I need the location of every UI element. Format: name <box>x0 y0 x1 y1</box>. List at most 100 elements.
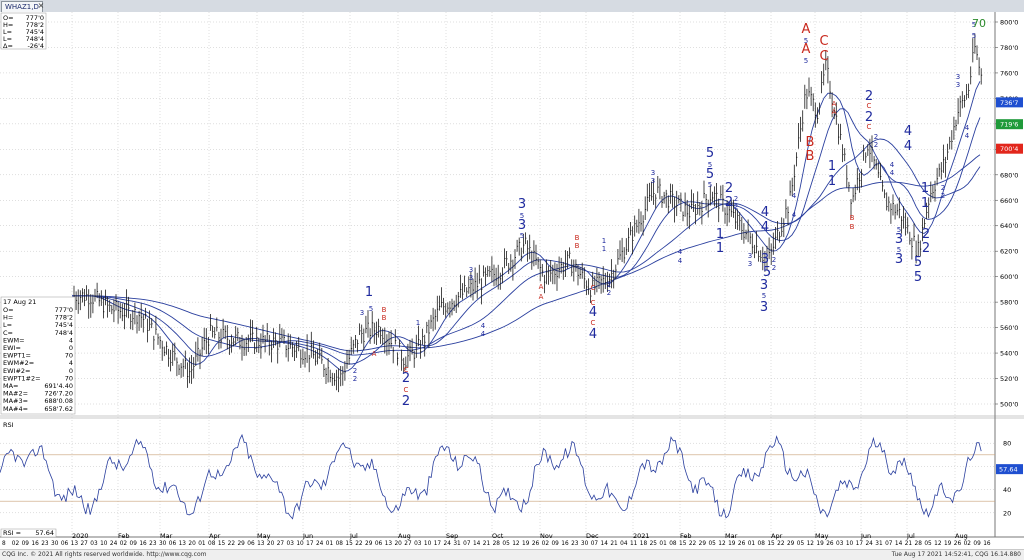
time-day-label: 17 <box>306 541 314 547</box>
price-tick-label: 580'0 <box>1000 299 1018 307</box>
elliott-wave-label: 4 <box>589 305 597 320</box>
data-box-value: 4 <box>69 359 73 367</box>
time-month-label: Feb <box>118 532 130 540</box>
price-tick-label: 640'0 <box>1000 222 1018 230</box>
elliott-wave-label: 4 <box>890 161 895 169</box>
elliott-wave-label: 2 <box>941 192 945 200</box>
elliott-wave-label: 1 <box>921 196 929 211</box>
elliott-wave-label: 3 <box>469 274 473 282</box>
data-box-label: EWI= <box>3 344 21 352</box>
data-box-value: 658'7.62 <box>44 405 73 413</box>
elliott-wave-label: 1 <box>602 245 606 253</box>
time-day-label: 08 <box>758 541 766 547</box>
time-day-label: 21 <box>610 541 618 547</box>
status-bar: CQG Inc. © 2021 All rights reserved worl… <box>0 549 1024 560</box>
rsi-pane <box>0 433 982 520</box>
elliott-wave-label: 3 <box>748 252 752 260</box>
time-month-label: May <box>257 532 271 540</box>
elliott-wave-label: 3 <box>956 73 960 81</box>
elliott-wave-label: 2 <box>725 195 733 210</box>
time-day-label: 08 <box>208 541 216 547</box>
elliott-wave-label: 2 <box>941 184 945 192</box>
time-day-label: 30 <box>159 541 167 547</box>
header-label: Δ= <box>3 42 13 50</box>
elliott-wave-label: C <box>819 49 828 64</box>
time-month-label: Apr <box>209 532 221 540</box>
elliott-wave-label: 4 <box>792 211 797 219</box>
elliott-wave-label: 5 <box>762 292 766 300</box>
time-day-label: 13 <box>257 541 265 547</box>
time-day-label: 22 <box>777 541 785 547</box>
elliott-wave-label: 5 <box>897 226 901 234</box>
time-day-label: 03 <box>90 541 98 547</box>
data-box-value: 748'4 <box>55 329 73 337</box>
data-box-label: EWPT1= <box>3 352 31 360</box>
pane-separator[interactable] <box>0 415 1024 419</box>
time-month-label: 2020 <box>72 532 89 540</box>
rsi-title: RSI <box>3 421 14 429</box>
time-month-label: Aug <box>955 532 968 540</box>
grid-lines <box>0 12 995 537</box>
time-day-label: 02 <box>542 541 550 547</box>
elliott-wave-label: C <box>819 34 828 49</box>
elliott-wave-label: 2 <box>772 264 776 272</box>
elliott-wave-label: 3 <box>518 218 526 233</box>
elliott-wave-label: 4 <box>890 169 895 177</box>
elliott-wave-label: B <box>382 314 387 322</box>
price-tick-label: 520'0 <box>1000 375 1018 383</box>
time-day-label: 21 <box>483 541 491 547</box>
data-box-label: EWPT1#2= <box>3 374 41 382</box>
data-box-value: 4 <box>69 336 73 344</box>
time-day-label: 05 <box>708 541 716 547</box>
data-box-value: 777'0 <box>55 306 73 314</box>
time-axis[interactable]: 8 02 09 16 23 30 06 13 27 03 10 24 02 09 16 23 30 06 13 20 0… <box>2 532 991 547</box>
data-box-value: 0 <box>69 344 73 352</box>
price-tick-label: 620'0 <box>1000 248 1018 256</box>
time-day-label: 07 <box>591 541 599 547</box>
time-day-label: 19 <box>816 541 824 547</box>
elliott-wave-label: 4 <box>481 330 486 338</box>
time-day-label: 03 <box>836 541 844 547</box>
time-day-label: 15 <box>767 541 775 547</box>
price-tick-label: 660'0 <box>1000 197 1018 205</box>
time-day-label: 12 <box>512 541 520 547</box>
data-box-label: MA#3= <box>3 397 28 405</box>
time-day-label: 8 <box>2 541 6 547</box>
time-day-label: 01 <box>748 541 756 547</box>
data-box-value: 745'4 <box>55 321 73 329</box>
elliott-wave-label: 5 <box>914 255 922 270</box>
time-month-label: Aug <box>398 532 411 540</box>
elliott-wave-label: 5 <box>520 232 524 240</box>
elliott-wave-label: 3 <box>760 278 768 293</box>
time-day-label: 17 <box>856 541 864 547</box>
data-box-label: EWI#2= <box>3 367 30 375</box>
tab-close-icon[interactable]: × <box>37 1 45 10</box>
time-day-label: 20 <box>394 541 402 547</box>
price-tick-label: 680'0 <box>1000 171 1018 179</box>
data-box-label: MA= <box>3 382 19 390</box>
time-day-label: 24 <box>110 541 118 547</box>
time-day-label: 06 <box>61 541 69 547</box>
time-day-label: 28 <box>493 541 501 547</box>
time-day-label: 13 <box>385 541 393 547</box>
elliott-wave-label: 2 <box>874 141 878 149</box>
moving-average-lines <box>72 81 981 372</box>
time-day-label: 04 <box>620 541 628 547</box>
elliott-wave-label: 3 <box>469 266 473 274</box>
elliott-wave-label: C <box>591 299 596 307</box>
time-day-label: 25 <box>650 541 658 547</box>
elliott-wave-label: 1 <box>716 227 724 242</box>
time-day-label: 08 <box>336 541 344 547</box>
header-quote-box: O= 777'0 H= 778'2 L= 745'4 L= 748'4 Δ= -… <box>0 12 47 50</box>
time-day-label: 27 <box>404 541 412 547</box>
time-day-label: 11 <box>630 541 638 547</box>
time-day-label: 27 <box>80 541 88 547</box>
elliott-wave-label: 5 <box>763 265 771 280</box>
elliott-wave-label: 2 <box>353 375 357 383</box>
elliott-wave-label: 2 <box>922 241 930 256</box>
price-tick-label: 760'0 <box>1000 69 1018 77</box>
time-day-label: 18 <box>640 541 648 547</box>
elliott-wave-label: 4 <box>589 327 597 342</box>
price-axis[interactable]: 800'0780'0760'0740'0720'0700'0680'0660'0… <box>995 19 1023 518</box>
